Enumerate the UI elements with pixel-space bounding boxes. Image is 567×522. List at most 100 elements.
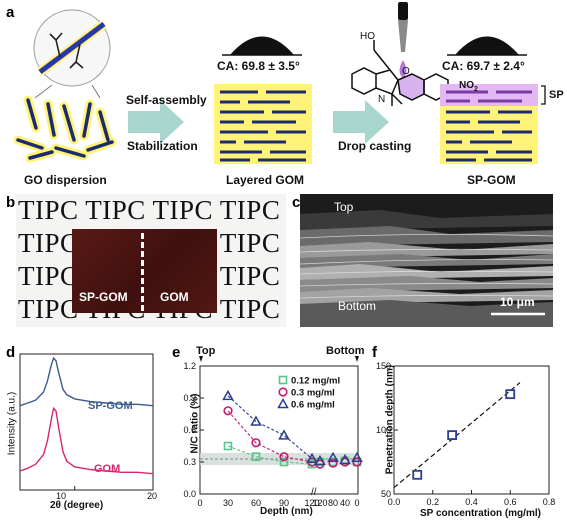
chart-e-legend-label-3: 0.6 mg/ml xyxy=(291,400,335,411)
go-sheet-zoom xyxy=(38,22,106,74)
chart-e-fit-series-1 xyxy=(227,445,313,465)
chart-e-xtick-right-3: 0 xyxy=(354,498,359,508)
chart-e-legend-label-2: 0.3 mg/ml xyxy=(291,388,335,399)
gom-film-sample xyxy=(72,229,217,313)
label-ca-spgom: CA: 69.7 ± 2.4° xyxy=(442,59,525,73)
sem-image: Top Bottom 10 μm xyxy=(300,194,553,327)
panel-a-label: a xyxy=(6,4,15,21)
chart-e-xtick-right-2: 40 xyxy=(340,498,350,508)
sem-layers xyxy=(300,210,553,327)
label-sp-gom: SP-GOM xyxy=(467,173,516,187)
chart-d-line-sp-gom xyxy=(19,356,154,407)
chart-f-xtick-1: 0.2 xyxy=(426,497,439,507)
top-arrow-icon xyxy=(199,356,203,362)
chart-e-xtick-left-2: 60 xyxy=(251,498,261,508)
spgom-sheets xyxy=(446,110,532,162)
sp-bracket xyxy=(541,85,546,105)
panel-c-label: c xyxy=(292,194,301,211)
go-dispersion-flakes xyxy=(13,95,117,163)
panel-e-label: e xyxy=(172,344,181,361)
chart-e-ytick-4: 1.2 xyxy=(183,361,196,371)
chart-e-xtick-left-3: 90 xyxy=(279,498,289,508)
chart-e-point-series-2-0 xyxy=(223,406,233,416)
arrow-drop-casting xyxy=(333,100,389,144)
chart-e-point-series-1-0 xyxy=(223,441,233,451)
chart-e-ytick-1: 0.3 xyxy=(183,457,196,467)
chart-f-ylabel: Penetration depth (nm) xyxy=(384,364,396,475)
sp-layer xyxy=(440,84,538,106)
bottom-arrow-icon xyxy=(355,356,359,362)
chart-d-ylabel: Intensity (a.u.) xyxy=(6,391,18,456)
chart-e-point-series-3-3 xyxy=(306,452,318,464)
label-drop-casting: Drop casting xyxy=(338,139,412,153)
chart-e-ytick-0: 0.0 xyxy=(183,489,196,499)
chart-f-point-2 xyxy=(505,389,516,400)
no2-text: NO xyxy=(459,80,474,91)
chart-d-frame xyxy=(19,353,154,491)
sem-label-top: Top xyxy=(334,200,354,214)
chart-e-ytick-2: 0.6 xyxy=(183,425,196,435)
chart-d-xlabel: 2θ (degree) xyxy=(50,500,104,511)
molecule-label-ho: HO xyxy=(360,31,375,42)
panel-f-label: f xyxy=(372,344,377,361)
tipc-row-1: TIPC TIPC TIPC TIPC xyxy=(18,195,281,225)
chart-f-ytick-2: 150 xyxy=(376,361,391,371)
chart-e-xtick-left-4: 120 xyxy=(304,498,319,508)
label-layered-gom: Layered GOM xyxy=(226,173,305,187)
chart-e-fit-series-2 xyxy=(227,410,313,463)
chart-e-ylabel: N/C ratio (%) xyxy=(189,393,201,454)
spgom-film xyxy=(440,106,538,164)
chart-e-legend-label-1: 0.12 mg/ml xyxy=(291,376,340,387)
chart-e-ytick-3: 0.9 xyxy=(183,393,196,403)
chart-e-legend-marker-2 xyxy=(278,387,288,397)
zoom-line-2 xyxy=(91,84,101,99)
sem-label-bottom: Bottom xyxy=(338,299,377,313)
chart-e-xtick-right-0: 120 xyxy=(312,498,327,508)
panel-b-label: b xyxy=(6,194,16,211)
chart-e-xtick-left-0: 0 xyxy=(197,498,202,508)
no2-subscript: 2 xyxy=(474,86,478,93)
chart-e-legend-marker-1 xyxy=(278,375,288,385)
chart-f-ytick-1: 100 xyxy=(376,425,391,435)
chart-d-line-gom xyxy=(19,406,154,475)
molecule-label-o: O xyxy=(402,66,410,77)
label-sp: SP xyxy=(549,89,564,101)
chart-e-point-series-2-2 xyxy=(279,452,289,462)
chart-d-legend-spgom: SP-GOM xyxy=(88,400,133,412)
chart-e-point-series-3-5 xyxy=(327,451,339,462)
film-divider xyxy=(141,233,144,311)
chart-e-point-series-1-2 xyxy=(279,457,289,467)
film-label-gom: GOM xyxy=(160,290,189,304)
chart-f-xlabel: SP concentration (mg/ml) xyxy=(420,508,541,519)
chart-e-point-series-3-6 xyxy=(339,453,351,465)
chart-d xyxy=(19,353,154,491)
chart-e-xtick-right-1: 80 xyxy=(328,498,338,508)
chart-f-xtick-4: 0.8 xyxy=(543,497,556,507)
molecule-label-n: N xyxy=(378,94,386,105)
arrow-self-assembly xyxy=(128,100,184,144)
pipette-icon xyxy=(398,2,408,78)
chart-e-point-series-3-0 xyxy=(222,389,234,401)
axis-break: // xyxy=(311,487,317,498)
chart-f: 50 100 150 0.0 0.2 0.4 0.6 0.8 xyxy=(376,361,556,507)
chart-e-point-series-2-7 xyxy=(352,457,362,467)
film-label-sp-gom: SP-GOM xyxy=(79,290,128,304)
layered-gom-sheets xyxy=(220,90,306,162)
chart-e-top-label: Top xyxy=(196,345,216,357)
panel-d-label: d xyxy=(6,344,16,361)
chart-e-fit-series-3 xyxy=(227,395,313,460)
chart-d-xtick-20: 20 xyxy=(147,491,158,501)
chart-e-point-series-1-1 xyxy=(251,452,261,461)
chart-e-baseline-band xyxy=(200,453,358,465)
water-droplet-gom xyxy=(230,36,294,55)
sem-scale-label: 10 μm xyxy=(500,295,535,309)
chart-f-xtick-2: 0.4 xyxy=(465,497,478,507)
chart-f-point-0 xyxy=(412,469,423,480)
chart-e-xlabel: Depth (nm) xyxy=(260,506,313,517)
chart-e-point-series-2-1 xyxy=(251,438,261,448)
zoom-line-1 xyxy=(34,84,53,99)
carboxyl-group-1 xyxy=(49,32,63,58)
label-ca-gom: CA: 69.8 ± 3.5° xyxy=(217,59,300,73)
chart-f-xtick-0: 0.0 xyxy=(388,497,401,507)
